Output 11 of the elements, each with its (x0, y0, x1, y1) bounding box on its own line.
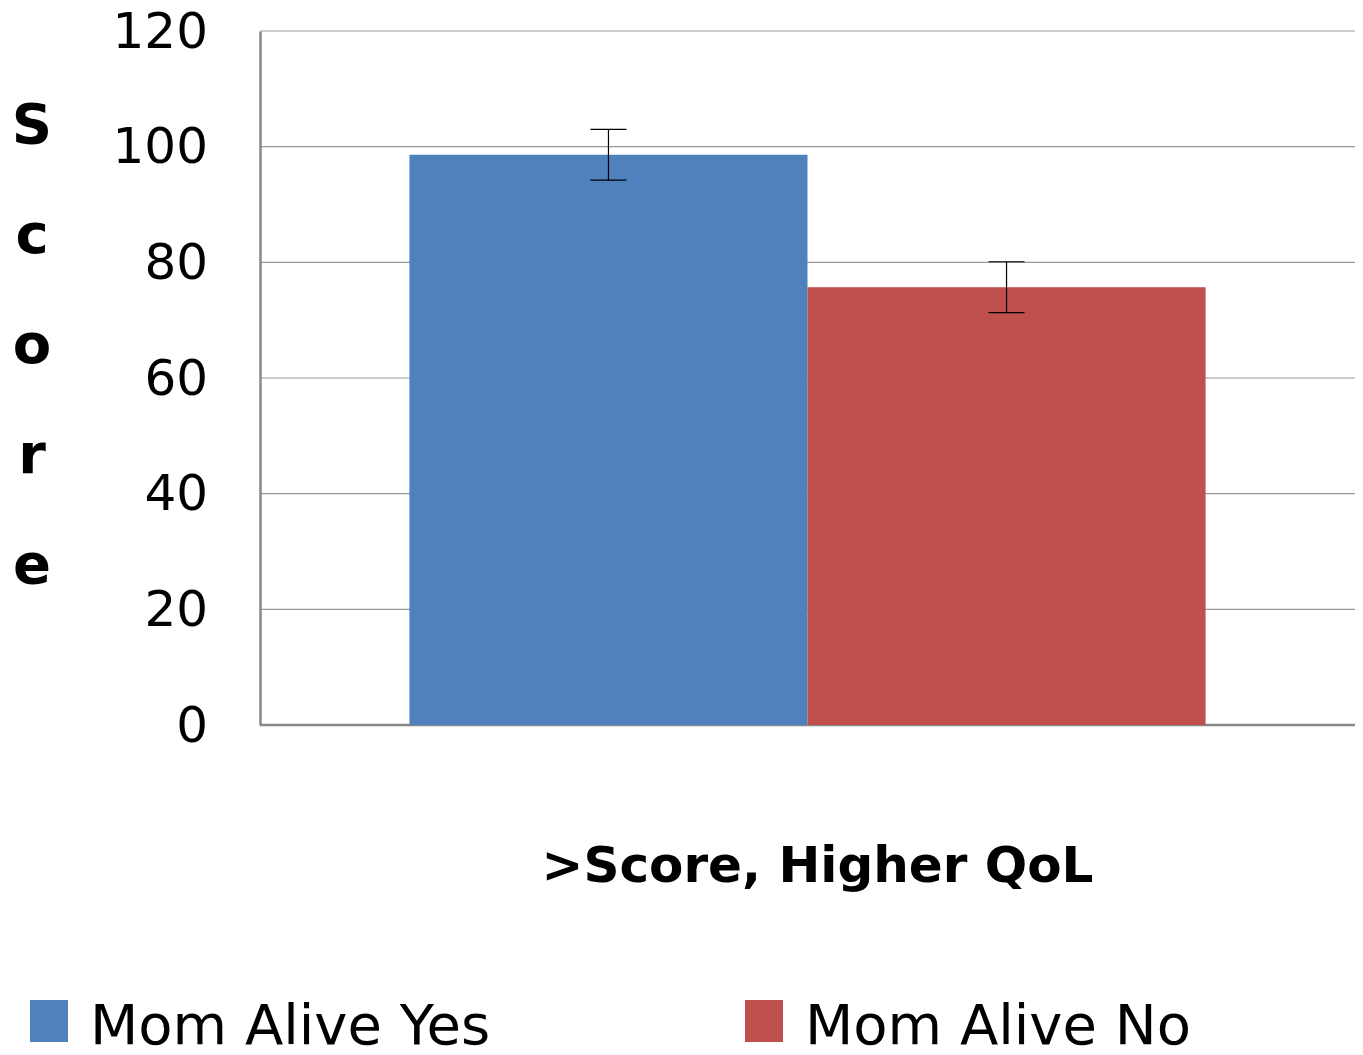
y-tick-label: 0 (176, 695, 208, 754)
y-tick-label: 100 (112, 117, 208, 176)
y-tick-label: 60 (144, 348, 208, 407)
y-tick-label: 80 (144, 232, 208, 291)
x-axis-title: >Score, Higher QoL (541, 836, 1094, 894)
y-axis-title: Score (11, 91, 53, 596)
legend-label: Mom Alive Yes (90, 992, 491, 1055)
legend-label: Mom Alive No (805, 992, 1191, 1055)
y-tick-label: 120 (112, 1, 208, 60)
y-tick-label: 20 (144, 579, 208, 638)
y-tick-label: 40 (144, 464, 208, 523)
